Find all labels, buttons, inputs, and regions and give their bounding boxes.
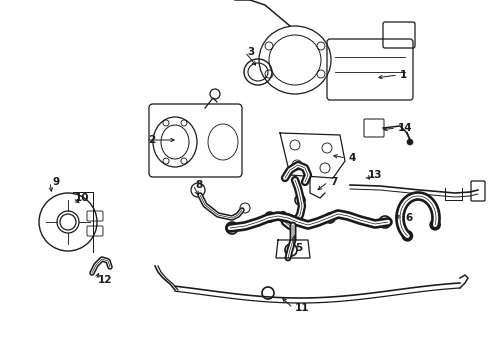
Text: 6: 6 — [405, 213, 412, 223]
Text: 13: 13 — [368, 170, 383, 180]
Text: 11: 11 — [295, 303, 310, 313]
Text: 10: 10 — [75, 193, 90, 203]
Text: 4: 4 — [348, 153, 355, 163]
Text: 9: 9 — [52, 177, 59, 187]
Text: 12: 12 — [98, 275, 113, 285]
Text: 7: 7 — [330, 177, 338, 187]
Text: 5: 5 — [295, 243, 302, 253]
Text: 8: 8 — [195, 180, 202, 190]
Text: 1: 1 — [400, 70, 407, 80]
Circle shape — [407, 139, 413, 145]
Text: 2: 2 — [148, 135, 155, 145]
Text: 14: 14 — [398, 123, 413, 133]
Text: 3: 3 — [247, 47, 254, 57]
